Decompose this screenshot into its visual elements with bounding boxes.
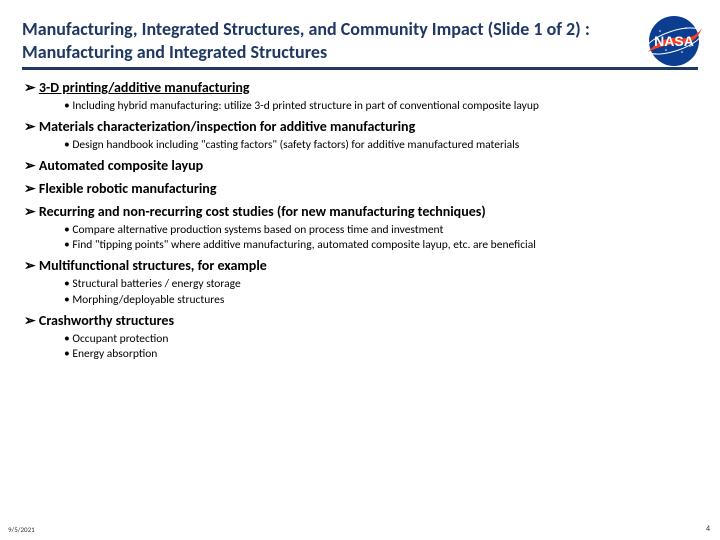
footer-date: 9/5/2021 xyxy=(8,525,35,534)
sub-bullet-item: Morphing/deployable structures xyxy=(64,293,698,307)
bullet-item: Automated composite layup xyxy=(24,158,698,175)
bullet-item: Materials characterization/inspection fo… xyxy=(24,119,698,136)
sub-bullet-item: Compare alternative production systems b… xyxy=(64,223,698,237)
sub-bullet-list: Structural batteries / energy storage Mor… xyxy=(64,277,698,307)
sub-bullet-item: Occupant protection xyxy=(64,332,698,346)
sub-bullet-list: Design handbook including "casting facto… xyxy=(64,138,698,152)
sub-bullet-list: Including hybrid manufacturing: utilize … xyxy=(64,99,698,113)
sub-bullet-item: Design handbook including "casting facto… xyxy=(64,138,698,152)
slide: Manufacturing, Integrated Structures, an… xyxy=(0,0,720,540)
bullet-item: Multifunctional structures, for example xyxy=(24,258,698,275)
sub-bullet-list: Occupant protectionEnergy absorption xyxy=(64,332,698,362)
sub-bullet-item: Including hybrid manufacturing: utilize … xyxy=(64,99,698,113)
bullet-item: Recurring and non-recurring cost studies… xyxy=(24,204,698,221)
bullet-item: Flexible robotic manufacturing xyxy=(24,181,698,198)
slide-content: 3-D printing/additive manufacturing Inclu… xyxy=(22,80,698,362)
sub-bullet-list: Compare alternative production systems b… xyxy=(64,223,698,253)
slide-title: Manufacturing, Integrated Structures, an… xyxy=(22,18,618,63)
footer-page-number: 4 xyxy=(706,524,710,534)
nasa-logo: NASA xyxy=(642,14,706,73)
svg-text:NASA: NASA xyxy=(654,33,694,49)
sub-bullet-item: Energy absorption xyxy=(64,347,698,361)
bullet-item: Crashworthy structures xyxy=(24,313,698,330)
bullet-item: 3-D printing/additive manufacturing xyxy=(24,80,698,97)
slide-header: Manufacturing, Integrated Structures, an… xyxy=(22,18,698,70)
sub-bullet-item: Structural batteries / energy storage xyxy=(64,277,698,291)
sub-bullet-item: Find "tipping points" where additive man… xyxy=(64,238,698,252)
